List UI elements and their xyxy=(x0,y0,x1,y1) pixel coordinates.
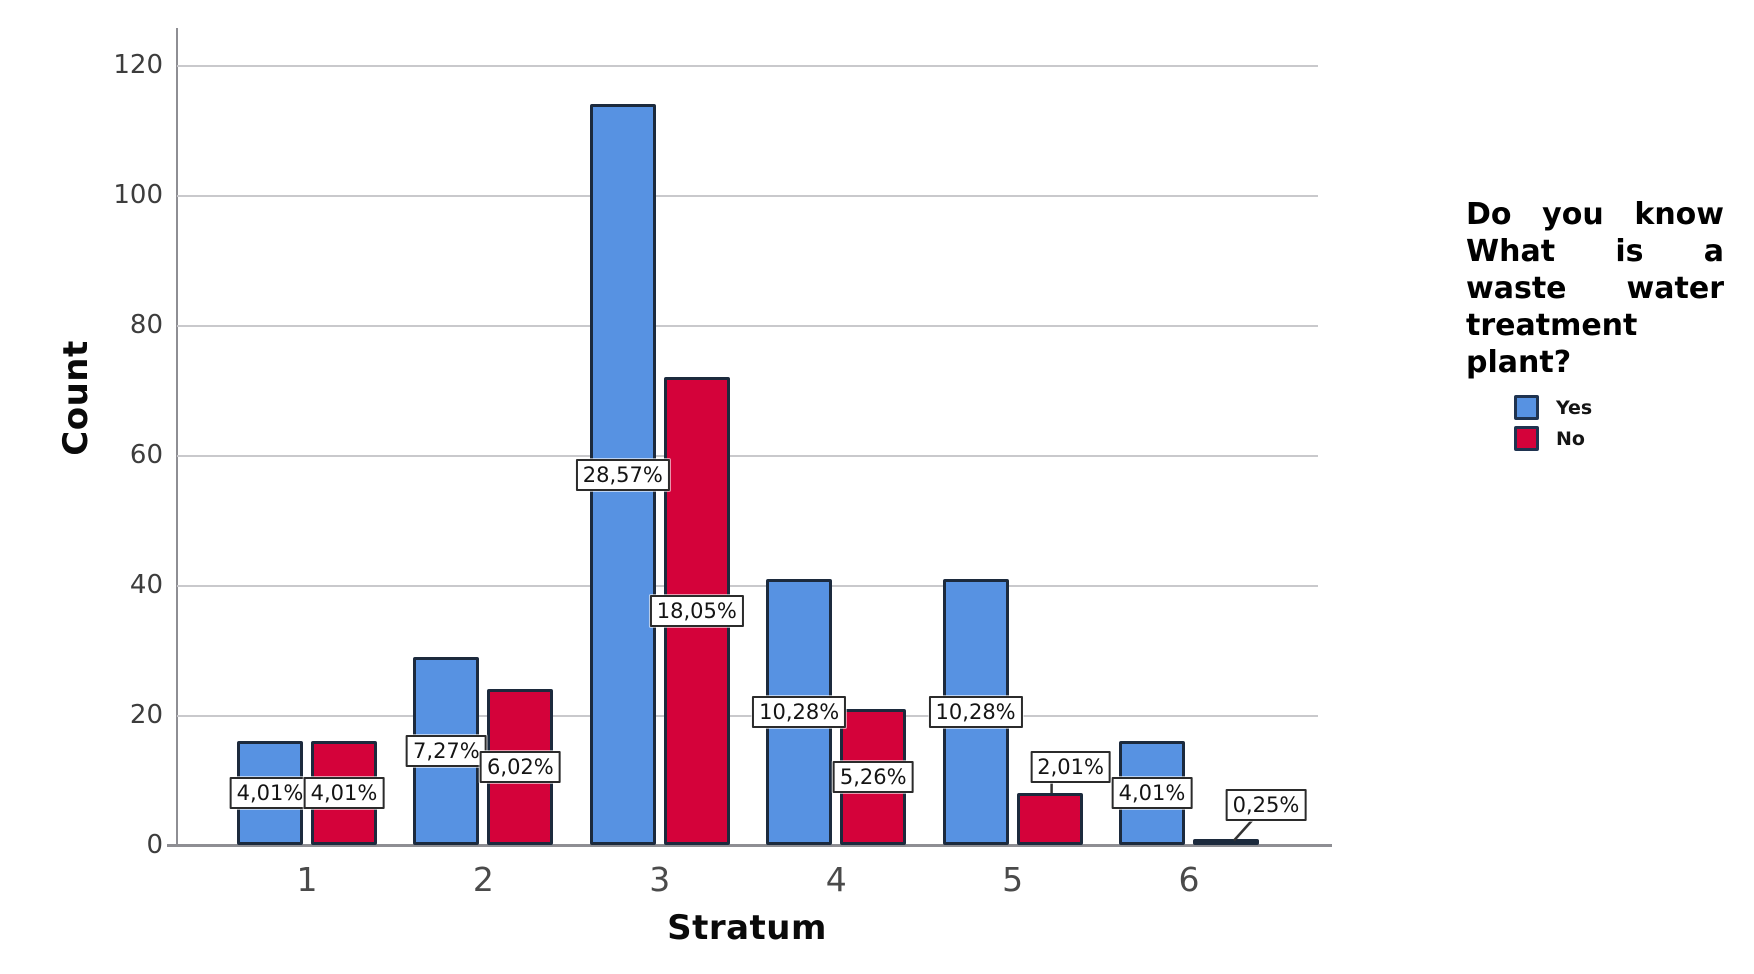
gridline-120 xyxy=(177,65,1318,67)
bar-label-no-stratum-6: 0,25% xyxy=(1225,788,1307,821)
legend-item-no: No xyxy=(1514,426,1728,451)
bar-label-yes-stratum-1: 4,01% xyxy=(229,777,311,809)
bar-label-yes-stratum-6: 4,01% xyxy=(1111,777,1193,809)
x-tick-label-2: 2 xyxy=(472,860,494,899)
gridline-40 xyxy=(177,585,1318,587)
legend: Do you know What is a waste water treatm… xyxy=(1466,196,1728,451)
y-tick-label-40: 40 xyxy=(129,570,163,600)
bar-label-yes-stratum-5: 10,28% xyxy=(928,695,1023,728)
gridline-60 xyxy=(177,455,1318,457)
bar-label-no-stratum-3: 18,05% xyxy=(649,595,744,627)
x-tick-label-4: 4 xyxy=(825,860,847,899)
no-color-swatch xyxy=(1514,426,1539,451)
legend-label-yes: Yes xyxy=(1556,396,1593,419)
legend-item-yes: Yes xyxy=(1514,395,1728,420)
y-axis-title: Count xyxy=(56,340,96,456)
y-tick-label-60: 60 xyxy=(129,440,163,470)
y-axis-line xyxy=(176,28,178,846)
gridline-100 xyxy=(177,195,1318,197)
bar-label-no-stratum-4: 5,26% xyxy=(832,760,914,793)
bar-no-stratum-6 xyxy=(1193,838,1259,845)
yes-color-swatch xyxy=(1514,395,1539,420)
bar-label-yes-stratum-3: 28,57% xyxy=(575,458,670,491)
plot-area xyxy=(177,30,1318,845)
x-axis-title: Stratum xyxy=(667,908,827,948)
x-tick-label-1: 1 xyxy=(296,860,318,899)
bar-label-no-stratum-5: 2,01% xyxy=(1030,751,1111,783)
x-axis-line xyxy=(167,844,1332,847)
bar-label-no-stratum-1: 4,01% xyxy=(303,777,385,809)
x-tick-label-5: 5 xyxy=(1002,860,1024,899)
gridline-20 xyxy=(177,715,1318,717)
bar-label-yes-stratum-4: 10,28% xyxy=(752,695,847,728)
y-tick-label-0: 0 xyxy=(146,830,163,860)
legend-items: Yes No xyxy=(1514,395,1728,451)
bar-label-yes-stratum-2: 7,27% xyxy=(406,734,487,767)
y-tick-label-20: 20 xyxy=(129,700,163,730)
bar-label-no-stratum-2: 6,02% xyxy=(480,751,561,783)
bar-no-stratum-5 xyxy=(1016,793,1083,845)
y-tick-label-100: 100 xyxy=(113,180,163,210)
legend-label-no: No xyxy=(1556,427,1585,450)
y-tick-label-80: 80 xyxy=(129,310,163,340)
legend-title: Do you know What is a waste water treatm… xyxy=(1466,197,1724,380)
y-tick-label-120: 120 xyxy=(113,50,163,80)
x-tick-label-3: 3 xyxy=(649,860,671,899)
gridline-80 xyxy=(177,325,1318,327)
x-tick-label-6: 6 xyxy=(1178,860,1200,899)
